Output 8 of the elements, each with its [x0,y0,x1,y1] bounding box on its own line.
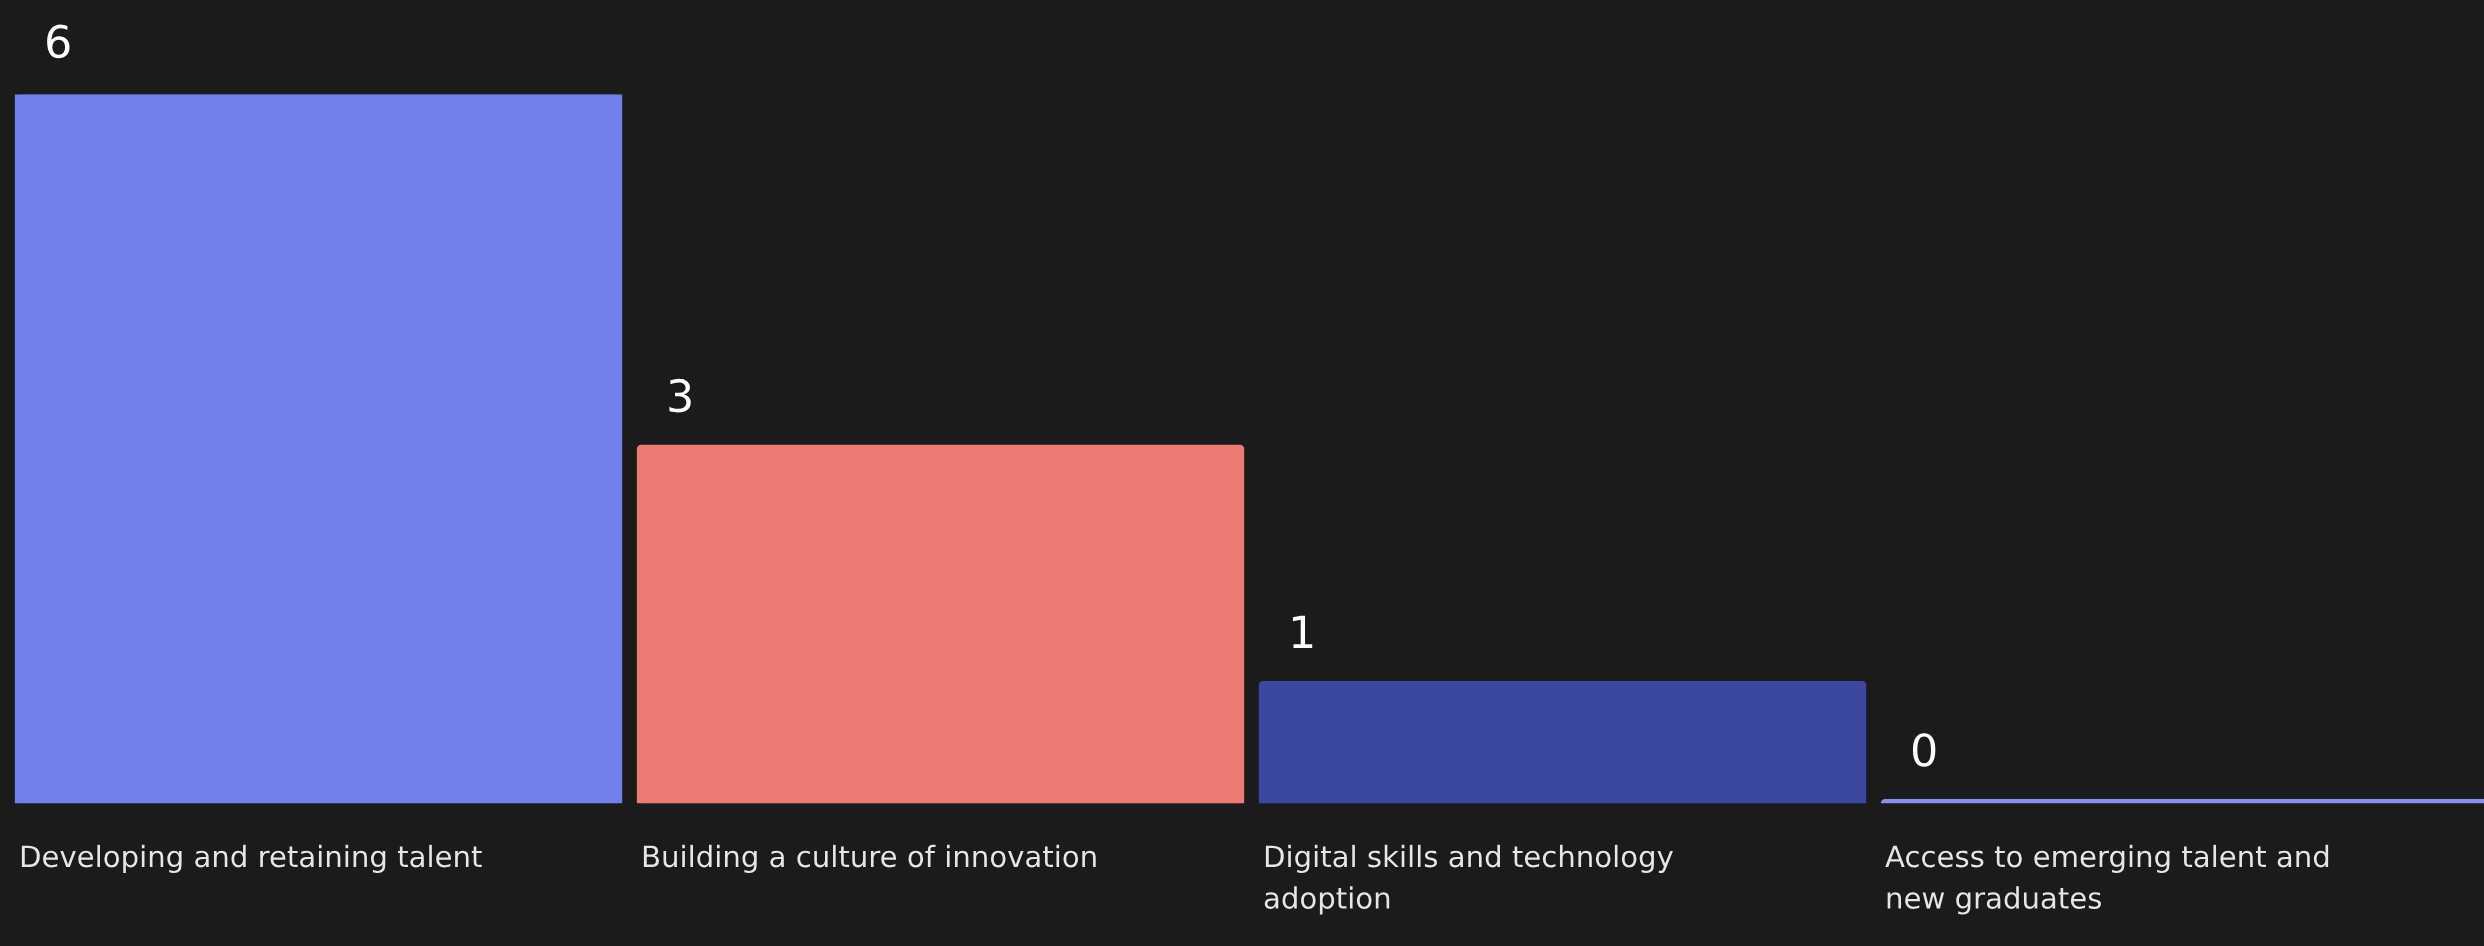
data-label: 6 [47,24,70,59]
x-tick-label: Developing and retaining talent [21,844,482,874]
x-tick-label: Digital skills and technology adoption [1264,844,1673,915]
x-tick-label: Building a culture of innovation [643,844,1096,874]
data-label: 1 [1292,615,1313,649]
x-tick-label: Access to emerging talent and new graduates [1885,844,2329,915]
data-label: 3 [669,378,691,413]
data-label: 0 [1912,733,1936,767]
